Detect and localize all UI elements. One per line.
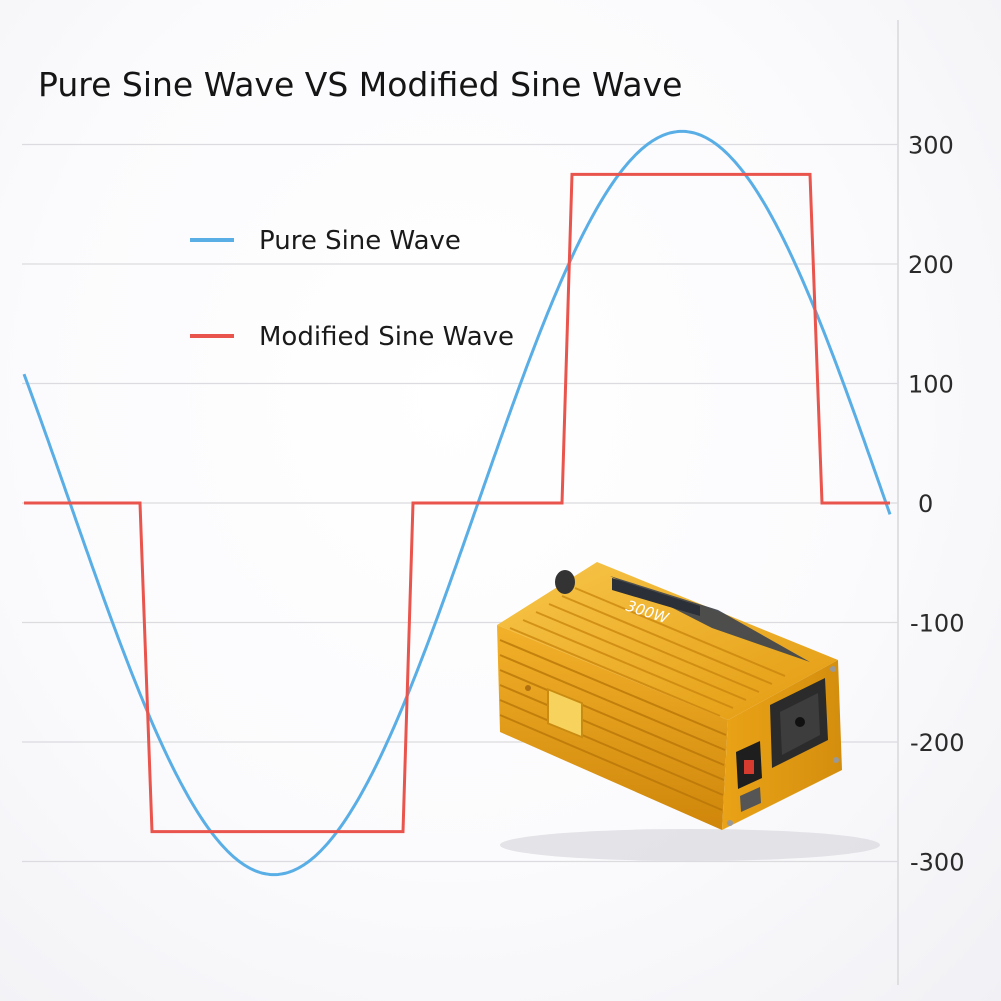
y-tick-label: 300 — [908, 132, 954, 160]
y-tick-label: -200 — [910, 729, 964, 757]
tick-layer: 300 200 100 0 -100 -200 -300 — [908, 132, 964, 877]
chart-title: Pure Sine Wave VS Modified Sine Wave — [38, 65, 682, 104]
y-tick-label: -100 — [910, 610, 964, 638]
legend: Pure Sine Wave Modified Sine Wave — [190, 226, 514, 352]
power-inverter-icon: 300W — [497, 562, 880, 861]
y-tick-label: 100 — [908, 371, 954, 399]
y-tick-label: -300 — [910, 849, 964, 877]
legend-label-modified-sine: Modified Sine Wave — [259, 322, 514, 352]
series-line-modified-sine — [24, 172, 890, 834]
legend-label-pure-sine: Pure Sine Wave — [259, 226, 461, 256]
y-tick-label: 200 — [908, 251, 954, 279]
y-tick-label: 0 — [918, 490, 933, 518]
